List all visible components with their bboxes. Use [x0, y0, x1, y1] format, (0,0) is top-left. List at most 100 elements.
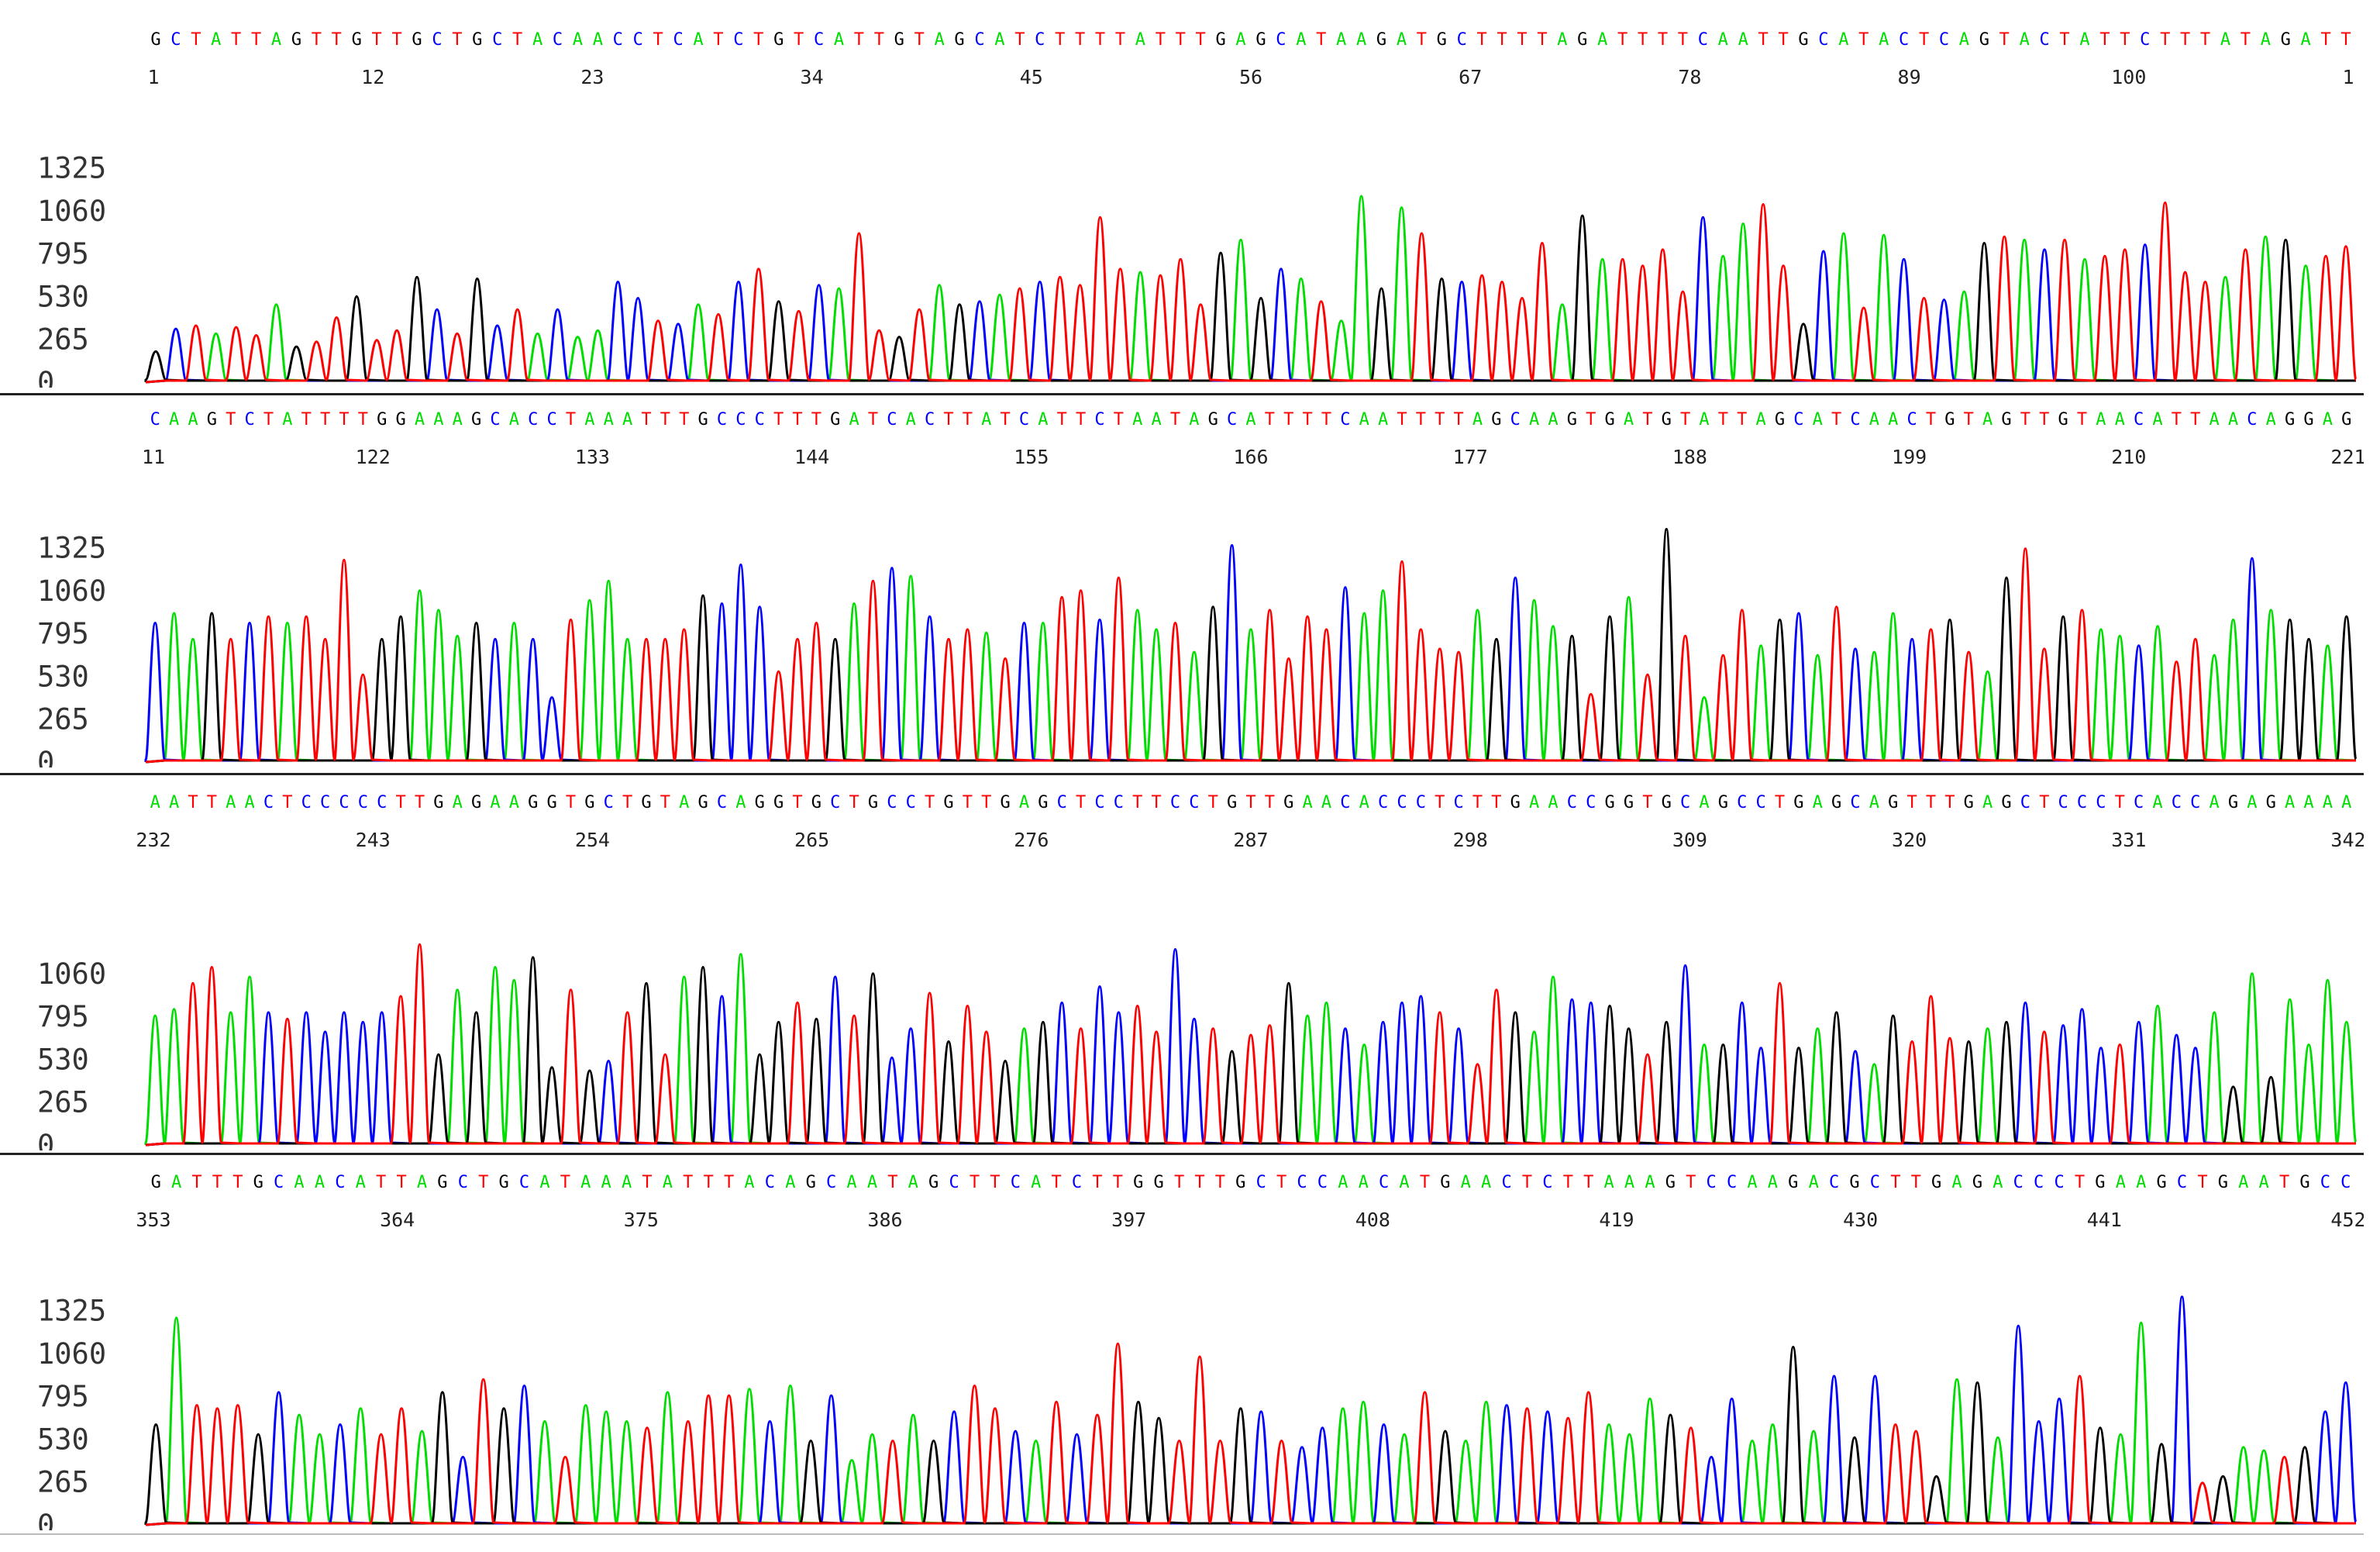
base-call-letter: A: [1982, 410, 1993, 429]
base-call-letter: T: [794, 30, 804, 50]
base-call-letter: C: [2177, 1173, 2187, 1192]
base-call-letter: A: [1993, 1173, 2003, 1192]
base-call-letter: C: [490, 410, 500, 429]
y-tick-label: 265: [37, 323, 89, 357]
base-call-letter: A: [490, 793, 500, 812]
base-call-letter: T: [981, 793, 991, 812]
trace-line-T: [145, 943, 2356, 1147]
base-call-letter: T: [2172, 410, 2182, 429]
base-call-letter: A: [433, 410, 443, 429]
base-call-letter: T: [1113, 1173, 1123, 1192]
base-call-letter: G: [546, 793, 556, 812]
base-call-letter: A: [2116, 1173, 2126, 1192]
base-call-letter: C: [1586, 793, 1596, 812]
base-call-letter: T: [1497, 30, 1507, 50]
base-call-letter: C: [377, 793, 387, 812]
base-call-letter: T: [1907, 793, 1917, 812]
position-label: 199: [1892, 446, 1927, 468]
base-call-letter: T: [1115, 30, 1125, 50]
position-label: 276: [1014, 829, 1049, 851]
trace-line-T: [145, 201, 2358, 384]
panel-divider-1: [0, 393, 2364, 395]
base-call-letter: T: [713, 30, 723, 50]
base-call-letter: C: [1378, 793, 1388, 812]
trace-panel-3: 0 265 530 795 1060 A A T T A A C T C C C C C T T G A G A A G G T G C T…: [0, 771, 2364, 1150]
base-call-letter: A: [1813, 793, 1823, 812]
base-call-letter: G: [1972, 1173, 1982, 1192]
base-call-letter: T: [566, 410, 576, 429]
base-call-letter: C: [263, 793, 274, 812]
y-tick-label: 795: [37, 237, 89, 271]
base-call-letter: T: [849, 793, 859, 812]
base-call-letter: T: [1472, 793, 1483, 812]
base-call-letter: T: [1276, 1173, 1286, 1192]
base-call-letter: A: [1959, 30, 1969, 50]
position-label: 298: [1453, 829, 1488, 851]
base-call-letter: G: [697, 410, 708, 429]
base-call-letter: C: [1114, 793, 1124, 812]
base-call-letter: A: [735, 793, 746, 812]
base-call-letter: T: [1092, 1173, 1102, 1192]
base-call-letter: T: [251, 30, 261, 50]
base-call-letter: T: [395, 793, 405, 812]
base-call-letter: T: [1586, 410, 1596, 429]
base-call-letter: A: [1031, 1173, 1041, 1192]
y-tick-label: 1060: [37, 1337, 106, 1371]
base-call-letter: C: [1454, 793, 1464, 812]
position-label: 309: [1672, 829, 1707, 851]
base-call-letter: C: [1072, 1173, 1082, 1192]
base-call-letter: G: [395, 410, 405, 429]
base-call-letter: G: [830, 410, 840, 429]
base-call-letter: G: [1133, 1173, 1143, 1192]
y-tick-label: 1060: [37, 195, 106, 228]
base-call-letter: A: [1747, 1173, 1757, 1192]
base-call-letter: T: [1000, 410, 1010, 429]
base-call-letter: C: [1756, 793, 1766, 812]
base-call-letter: G: [471, 793, 481, 812]
base-call-letter: C: [735, 410, 746, 429]
position-label: 1: [147, 66, 159, 88]
position-label: 331: [2111, 829, 2146, 851]
base-call-letter: T: [970, 1173, 980, 1192]
base-call-letter: T: [1454, 410, 1464, 429]
base-call-letter: T: [642, 1173, 652, 1192]
y-tick-label: 1060: [37, 574, 106, 608]
base-call-letter: A: [1951, 1173, 1962, 1192]
base-call-letter: C: [358, 793, 368, 812]
base-call-letter: A: [1399, 1173, 1409, 1192]
base-call-letter: T: [2077, 410, 2087, 429]
base-call-letter: C: [1094, 793, 1104, 812]
base-call-letter: G: [894, 30, 904, 50]
y-tick-label: 1060: [37, 957, 106, 991]
base-call-letter: A: [509, 793, 519, 812]
base-call-letter: T: [1642, 793, 1652, 812]
base-call-letter: T: [704, 1173, 714, 1192]
base-call-letter: A: [415, 410, 425, 429]
base-call-letter: C: [170, 30, 181, 50]
base-call-letter: A: [169, 793, 179, 812]
base-call-letter: T: [1194, 1173, 1204, 1192]
base-call-letter: G: [2058, 410, 2068, 429]
base-call-letter: T: [320, 410, 330, 429]
base-call-letter: C: [528, 410, 538, 429]
base-call-letter: T: [263, 410, 274, 429]
base-call-letter: T: [1416, 410, 1426, 429]
base-call-letter: T: [478, 1173, 488, 1192]
base-call-letter: A: [1397, 30, 1407, 50]
base-call-letter: A: [1472, 410, 1483, 429]
base-call-letter: A: [1019, 793, 1029, 812]
base-call-letter: G: [472, 30, 482, 50]
base-call-letter: C: [887, 793, 897, 812]
y-tick-label: 530: [37, 660, 89, 693]
base-call-letter: C: [2320, 1173, 2330, 1192]
base-call-letter: T: [653, 30, 663, 50]
base-call-letter: T: [1617, 30, 1627, 50]
position-label: 254: [575, 829, 610, 851]
base-call-letter: T: [1176, 30, 1186, 50]
base-call-letter: G: [528, 793, 538, 812]
position-label: 144: [794, 446, 829, 468]
base-call-letter: A: [1189, 410, 1199, 429]
base-call-letter: T: [1858, 30, 1869, 50]
position-label: 166: [1233, 446, 1268, 468]
